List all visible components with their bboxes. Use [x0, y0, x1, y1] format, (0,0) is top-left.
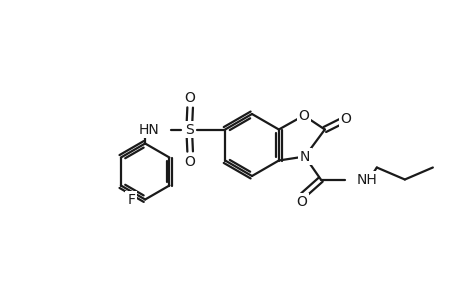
Text: S: S [185, 122, 193, 136]
Text: N: N [299, 149, 309, 164]
Text: O: O [185, 154, 195, 169]
Text: O: O [185, 91, 195, 104]
Text: O: O [296, 194, 307, 208]
Text: F: F [127, 193, 135, 206]
Text: NH: NH [356, 172, 377, 187]
Text: HN: HN [138, 122, 159, 136]
Text: O: O [298, 109, 308, 122]
Text: O: O [340, 112, 351, 125]
